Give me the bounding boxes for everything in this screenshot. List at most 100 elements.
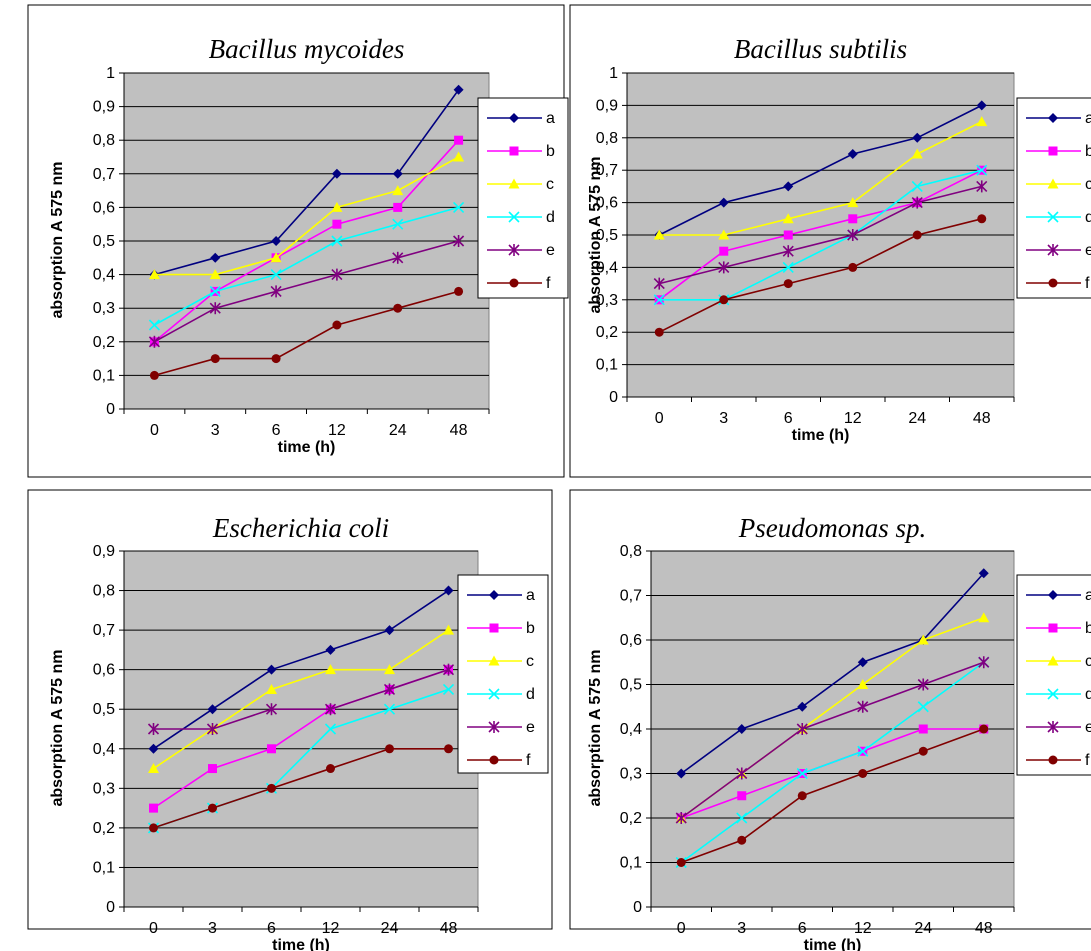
legend-item-f: f [487, 275, 551, 292]
legend-label: f [546, 275, 551, 292]
marker-stroke [324, 723, 337, 735]
y-tick-label: 0,5 [596, 227, 618, 244]
marker-stroke [857, 745, 869, 757]
data-point [148, 763, 159, 774]
data-point [911, 180, 923, 192]
legend-label: c [526, 653, 534, 670]
data-point [918, 746, 928, 756]
y-tick-label: 0,5 [93, 701, 115, 718]
series-f [676, 724, 989, 867]
data-point [796, 767, 808, 780]
data-point [782, 245, 794, 258]
x-tick-label: 3 [737, 920, 746, 937]
data-point [383, 703, 396, 715]
legend-item-a: a [467, 587, 535, 604]
data-point [718, 197, 729, 208]
series-line [153, 589, 449, 750]
legend-box [457, 574, 549, 774]
legend-label: c [546, 176, 554, 193]
data-point [979, 724, 989, 734]
y-tick-label: 0,9 [93, 99, 115, 116]
data-point [737, 791, 747, 801]
y-tick-label: 0,3 [93, 300, 115, 317]
data-point [331, 201, 343, 212]
legend-label: c [1085, 176, 1091, 193]
data-point [976, 116, 988, 127]
data-point [453, 201, 465, 213]
x-tick-label: 0 [149, 920, 158, 937]
data-point [149, 370, 159, 380]
legend-label: d [1085, 686, 1091, 703]
legend-marker [1047, 178, 1059, 189]
data-point [209, 285, 221, 297]
data-point [978, 568, 989, 579]
data-point [331, 268, 343, 281]
data-point [847, 197, 859, 208]
data-point [858, 769, 868, 778]
legend-marker [489, 590, 499, 600]
data-point [208, 803, 217, 813]
series-e [653, 180, 988, 290]
data-point [917, 701, 929, 713]
y-tick-label: 0,7 [620, 588, 642, 605]
y-tick-label: 0,2 [596, 324, 618, 341]
data-point [267, 783, 276, 793]
y-tick-label: 0 [609, 389, 618, 406]
x-axis-label: time (h) [278, 439, 336, 456]
y-tick-label: 0,6 [596, 195, 618, 212]
legend-label: a [526, 587, 535, 604]
series-f [149, 286, 464, 380]
legend-item-b: b [1026, 620, 1091, 637]
marker-stroke [917, 701, 929, 713]
legend-item-f: f [1026, 275, 1090, 292]
series-f [149, 744, 453, 833]
data-point [654, 327, 664, 337]
data-point [912, 132, 923, 143]
series-line [154, 89, 460, 276]
legend-label: a [1085, 110, 1091, 127]
chart-title: Escherichia coli [212, 513, 389, 543]
data-point [917, 634, 929, 645]
legend-item-c: c [1026, 653, 1091, 670]
legend-item-e: e [1026, 719, 1091, 736]
marker-stroke [782, 261, 794, 273]
data-point [442, 663, 455, 676]
legend-label: e [1085, 719, 1091, 736]
data-point [736, 724, 747, 734]
legend-marker [1047, 655, 1059, 666]
legend-marker [1048, 755, 1058, 765]
legend-box [1016, 97, 1091, 299]
legend-box [1016, 574, 1091, 776]
data-point [392, 251, 404, 264]
data-point [453, 151, 465, 162]
x-tick-label: 0 [677, 920, 686, 937]
y-tick-label: 0,1 [620, 855, 642, 872]
legend-marker [508, 211, 520, 223]
data-point [384, 625, 395, 636]
data-point [977, 214, 987, 224]
data-point [393, 202, 403, 212]
legend-marker [1047, 211, 1059, 223]
chart-title: Bacillus mycoides [209, 34, 405, 64]
series-d [148, 201, 465, 331]
series-line [659, 120, 983, 236]
data-point [675, 812, 687, 824]
marker-stroke [1047, 211, 1059, 223]
data-point [917, 678, 929, 691]
series-line [680, 661, 985, 819]
legend-box [477, 97, 569, 299]
legend-marker [1047, 244, 1059, 256]
data-point [653, 294, 665, 306]
marker-stroke [488, 688, 500, 700]
data-point [976, 180, 988, 193]
data-point [270, 285, 282, 298]
y-tick-label: 0 [633, 899, 642, 916]
y-axis-label: absorption A 575 nm [49, 649, 66, 806]
y-tick-label: 0 [106, 899, 115, 916]
y-tick-label: 0,5 [620, 677, 642, 694]
y-tick-label: 0,1 [93, 859, 115, 876]
legend-label: f [1085, 275, 1090, 292]
